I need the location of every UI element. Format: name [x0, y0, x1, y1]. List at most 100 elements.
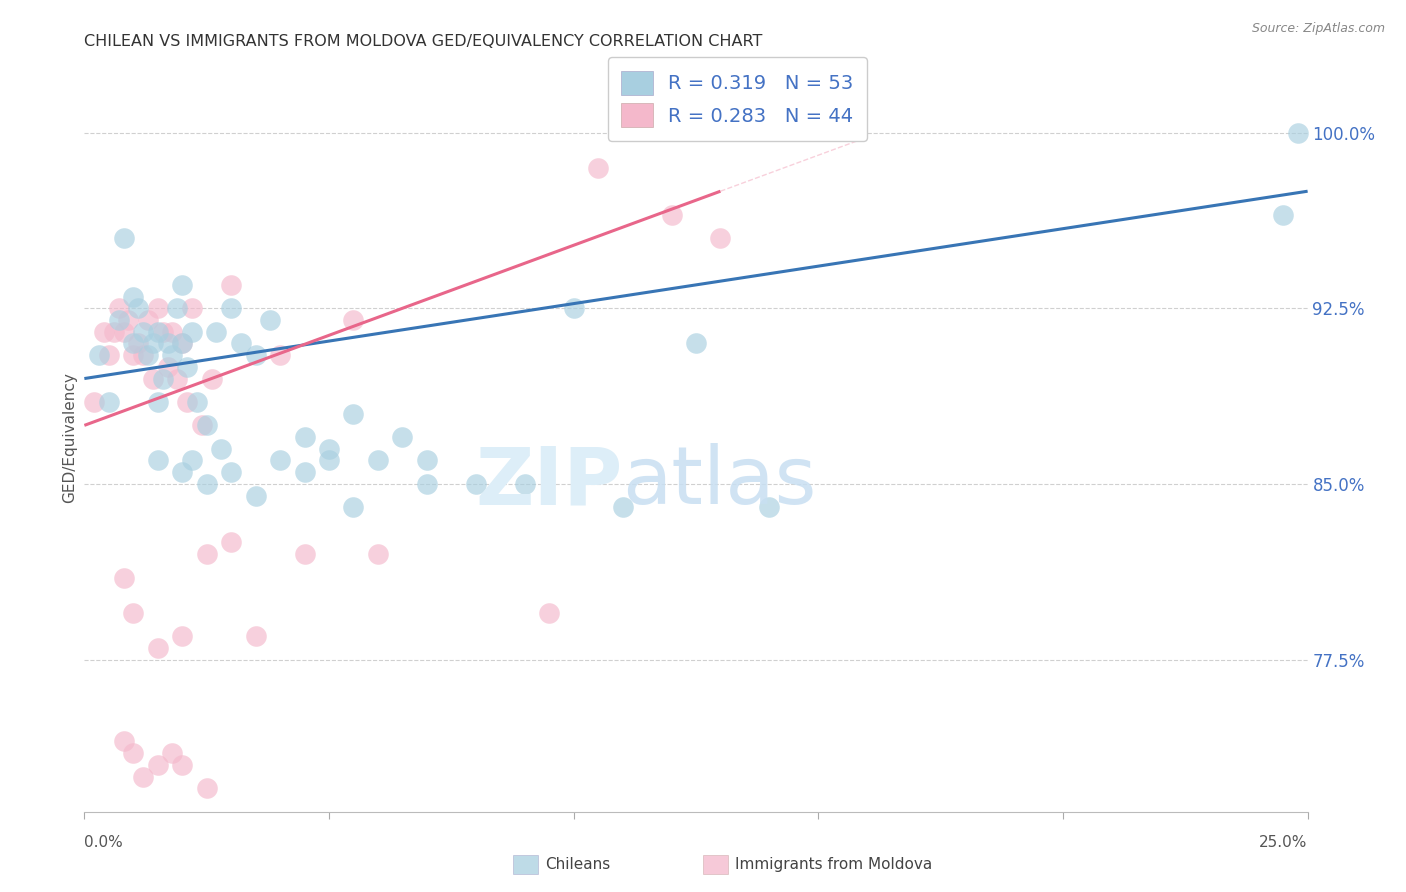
Point: [172, 465, 194, 479]
Text: Chileans: Chileans: [546, 857, 610, 871]
Point: [127, 336, 149, 351]
Point: [122, 289, 145, 303]
Point: [661, 208, 683, 222]
Point: [1272, 208, 1295, 222]
Point: [195, 476, 218, 491]
Point: [97, 395, 120, 409]
Point: [538, 606, 561, 620]
Point: [112, 231, 135, 245]
Text: ZIP: ZIP: [475, 443, 623, 521]
Point: [181, 325, 204, 339]
Point: [245, 629, 267, 643]
Point: [367, 547, 389, 561]
Point: [245, 489, 267, 503]
Point: [200, 371, 222, 385]
Point: [513, 476, 536, 491]
Point: [195, 547, 218, 561]
Point: [219, 535, 242, 549]
Point: [146, 453, 169, 467]
Text: 25.0%: 25.0%: [1260, 835, 1308, 850]
Point: [117, 313, 139, 327]
Point: [342, 407, 364, 421]
Point: [416, 476, 439, 491]
Point: [245, 348, 267, 362]
Point: [172, 277, 194, 292]
Point: [107, 301, 129, 316]
Point: [342, 313, 364, 327]
Point: [103, 325, 125, 339]
Point: [142, 371, 165, 385]
Point: [294, 465, 316, 479]
Point: [172, 757, 194, 772]
Point: [709, 231, 731, 245]
Point: [172, 336, 194, 351]
Point: [156, 336, 179, 351]
Point: [122, 746, 145, 760]
Point: [195, 781, 218, 796]
Point: [136, 348, 159, 362]
Point: [166, 371, 188, 385]
Point: [142, 336, 165, 351]
Text: CHILEAN VS IMMIGRANTS FROM MOLDOVA GED/EQUIVALENCY CORRELATION CHART: CHILEAN VS IMMIGRANTS FROM MOLDOVA GED/E…: [84, 34, 762, 49]
Point: [219, 277, 242, 292]
Point: [342, 500, 364, 515]
Point: [294, 430, 316, 444]
Point: [229, 336, 252, 351]
Point: [146, 325, 169, 339]
Point: [166, 301, 188, 316]
Point: [367, 453, 389, 467]
Point: [83, 395, 105, 409]
Point: [112, 325, 135, 339]
Point: [685, 336, 707, 351]
Point: [112, 734, 135, 748]
Point: [219, 465, 242, 479]
Point: [191, 418, 214, 433]
Point: [186, 395, 208, 409]
Point: [127, 301, 149, 316]
Point: [176, 395, 198, 409]
Text: atlas: atlas: [623, 443, 817, 521]
Point: [146, 757, 169, 772]
Point: [269, 348, 291, 362]
Point: [162, 348, 184, 362]
Point: [176, 359, 198, 374]
Point: [612, 500, 634, 515]
Point: [122, 336, 145, 351]
Point: [146, 395, 169, 409]
Point: [132, 770, 155, 784]
Point: [562, 301, 585, 316]
Point: [122, 348, 145, 362]
Point: [318, 453, 340, 467]
Y-axis label: GED/Equivalency: GED/Equivalency: [62, 372, 77, 502]
Point: [259, 313, 281, 327]
Point: [136, 313, 159, 327]
Point: [152, 325, 174, 339]
Point: [162, 746, 184, 760]
Text: Source: ZipAtlas.com: Source: ZipAtlas.com: [1251, 22, 1385, 36]
Text: 0.0%: 0.0%: [84, 835, 124, 850]
Point: [758, 500, 780, 515]
Point: [132, 348, 155, 362]
Point: [205, 325, 228, 339]
Point: [586, 161, 609, 175]
Point: [122, 606, 145, 620]
Point: [269, 453, 291, 467]
Point: [318, 442, 340, 456]
Point: [93, 325, 115, 339]
Point: [181, 453, 204, 467]
Point: [294, 547, 316, 561]
Point: [146, 640, 169, 655]
Point: [112, 571, 135, 585]
Point: [172, 336, 194, 351]
Point: [156, 359, 179, 374]
Point: [219, 301, 242, 316]
Point: [416, 453, 439, 467]
Point: [209, 442, 232, 456]
Legend: R = 0.319   N = 53, R = 0.283   N = 44: R = 0.319 N = 53, R = 0.283 N = 44: [607, 57, 868, 141]
Point: [181, 301, 204, 316]
Point: [172, 629, 194, 643]
Point: [162, 325, 184, 339]
Point: [195, 418, 218, 433]
Point: [132, 325, 155, 339]
Point: [146, 301, 169, 316]
